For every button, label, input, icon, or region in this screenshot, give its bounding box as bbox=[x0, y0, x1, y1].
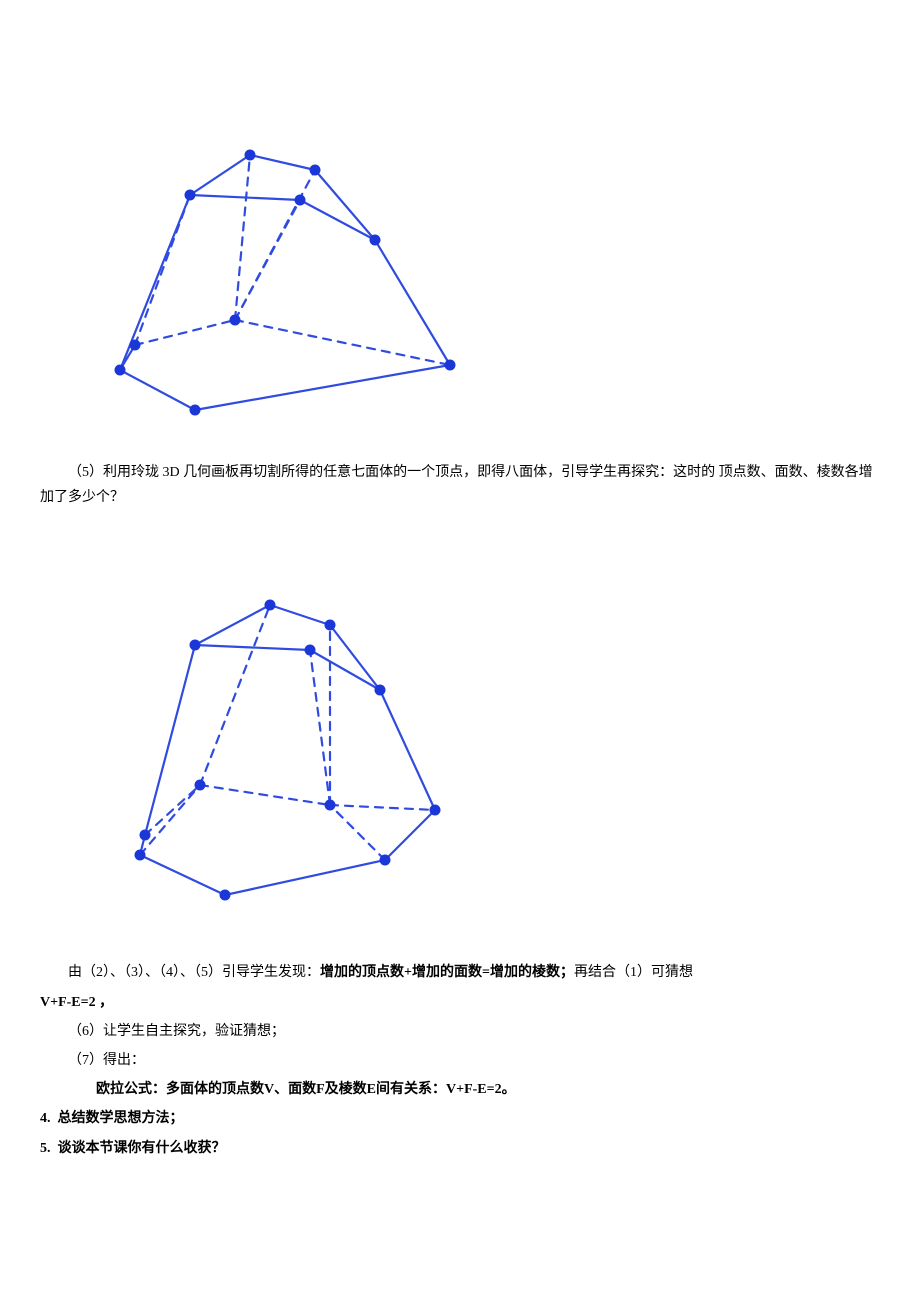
conclusion-tail: 再结合（1）可猜想 bbox=[574, 965, 693, 980]
paragraph-step5: （5）利用玲珑 3D 几何画板再切割所得的任意七面体的一个顶点，即得八面体，引导… bbox=[40, 460, 880, 510]
conclusion-lead: 由（2）、（3）、（4）、（5）引导学生发现： bbox=[68, 965, 320, 980]
paragraph-conclusion: 由（2）、（3）、（4）、（5）引导学生发现：增加的顶点数+增加的面数=增加的棱… bbox=[40, 960, 880, 985]
diagram-heptahedron-svg bbox=[40, 70, 480, 430]
diagram-octahedron-svg bbox=[40, 530, 480, 930]
diagram-octahedron bbox=[40, 530, 880, 930]
euler-formula: 欧拉公式：多面体的顶点数V、面数F及棱数E间有关系：V+F-E=2。 bbox=[40, 1077, 880, 1102]
paragraph-step6: （6）让学生自主探究，验证猜想； bbox=[40, 1019, 880, 1044]
section-5-num: 5. bbox=[40, 1141, 51, 1156]
conclusion-bold: 增加的顶点数+增加的面数=增加的棱数； bbox=[320, 965, 574, 980]
section-4-title: 总结数学思想方法； bbox=[58, 1111, 184, 1126]
formula-conjecture: V+F-E=2 ， bbox=[40, 990, 880, 1015]
paragraph-step7: （7）得出： bbox=[40, 1048, 880, 1073]
section-4-num: 4. bbox=[40, 1111, 51, 1126]
diagram-heptahedron bbox=[40, 70, 880, 430]
section-5: 5. 谈谈本节课你有什么收获？ bbox=[40, 1136, 880, 1161]
section-4: 4. 总结数学思想方法； bbox=[40, 1106, 880, 1131]
section-5-title: 谈谈本节课你有什么收获？ bbox=[58, 1141, 226, 1156]
